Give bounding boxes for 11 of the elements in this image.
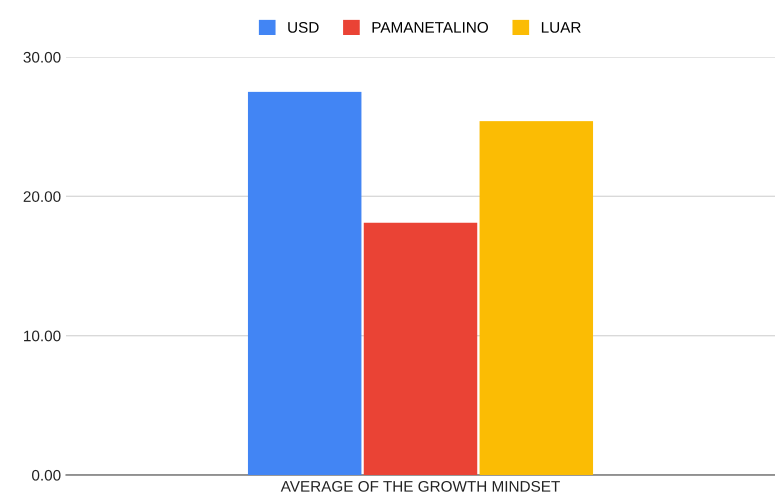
y-tick-label: 10.00 — [24, 330, 61, 342]
legend-label: USD — [288, 22, 319, 33]
bar — [480, 121, 594, 475]
legend-label: PAMANETALINO — [372, 22, 488, 33]
bar — [248, 92, 362, 475]
legend-label: LUAR — [542, 22, 581, 33]
y-tick-label: 20.00 — [24, 191, 61, 202]
bar — [364, 222, 478, 475]
y-tick-label: 30.00 — [23, 52, 61, 63]
x-tick-label: AVERAGE OF THE GROWTH MINDSET — [280, 480, 560, 492]
y-tick-label: 0.00 — [32, 470, 61, 481]
